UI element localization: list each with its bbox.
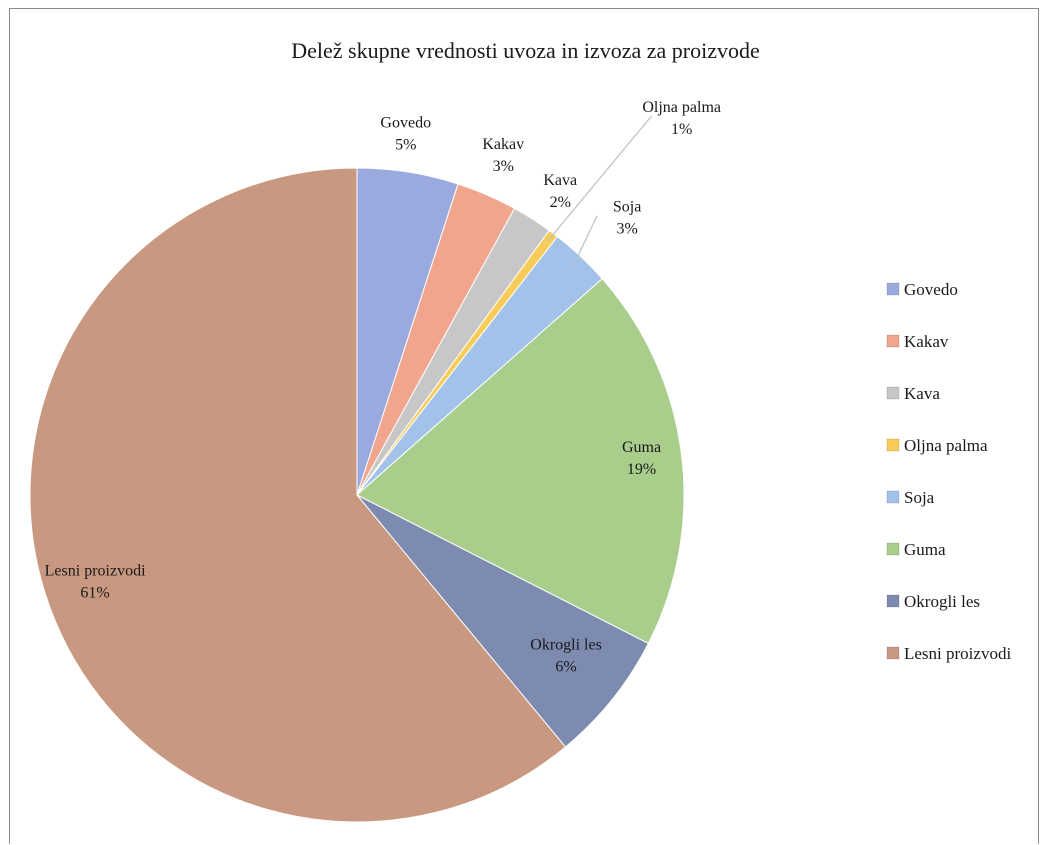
data-label-name-oljna-palma: Oljna palma — [642, 99, 721, 116]
legend-label-govedo: Govedo — [904, 280, 958, 299]
legend-swatch-kava — [887, 387, 899, 399]
data-label-name-soja: Soja — [613, 199, 641, 216]
data-label-value-oljna-palma: 1% — [671, 121, 692, 138]
legend-label-kava: Kava — [904, 384, 940, 403]
legend-label-guma: Guma — [904, 540, 946, 559]
data-label-name-okrogli-les: Okrogli les — [530, 636, 602, 653]
legend-swatch-govedo — [887, 283, 899, 295]
data-label-value-okrogli-les: 6% — [555, 658, 576, 675]
data-label-name-kakav: Kakav — [482, 136, 524, 153]
legend-label-oljna-palma: Oljna palma — [904, 436, 988, 455]
legend-swatch-okrogli-les — [887, 595, 899, 607]
data-label-value-lesni-proizvodi: 61% — [80, 584, 109, 601]
legend-label-soja: Soja — [904, 488, 935, 507]
data-label-value-soja: 3% — [616, 221, 637, 238]
data-label-value-guma: 19% — [627, 461, 656, 478]
legend-label-kakav: Kakav — [904, 332, 949, 351]
data-label-name-lesni-proizvodi: Lesni proizvodi — [45, 562, 146, 579]
pie-slices — [30, 168, 684, 822]
data-label-value-kava: 2% — [550, 194, 571, 211]
legend-swatch-soja — [887, 491, 899, 503]
data-label-name-guma: Guma — [622, 439, 661, 456]
data-label-value-kakav: 3% — [493, 158, 514, 175]
legend: Govedo Kakav Kava Oljna palma Soja Guma Okrogl… — [887, 280, 1011, 663]
legend-swatch-lesni-proizvodi — [887, 647, 899, 659]
data-label-name-govedo: Govedo — [380, 114, 431, 131]
data-label-name-kava: Kava — [543, 172, 577, 189]
data-label-value-govedo: 5% — [395, 136, 416, 153]
legend-swatch-guma — [887, 543, 899, 555]
legend-label-lesni-proizvodi: Lesni proizvodi — [904, 644, 1011, 663]
legend-swatch-oljna-palma — [887, 439, 899, 451]
legend-swatch-kakav — [887, 335, 899, 347]
leader-line-soja — [574, 216, 597, 264]
legend-label-okrogli-les: Okrogli les — [904, 592, 980, 611]
